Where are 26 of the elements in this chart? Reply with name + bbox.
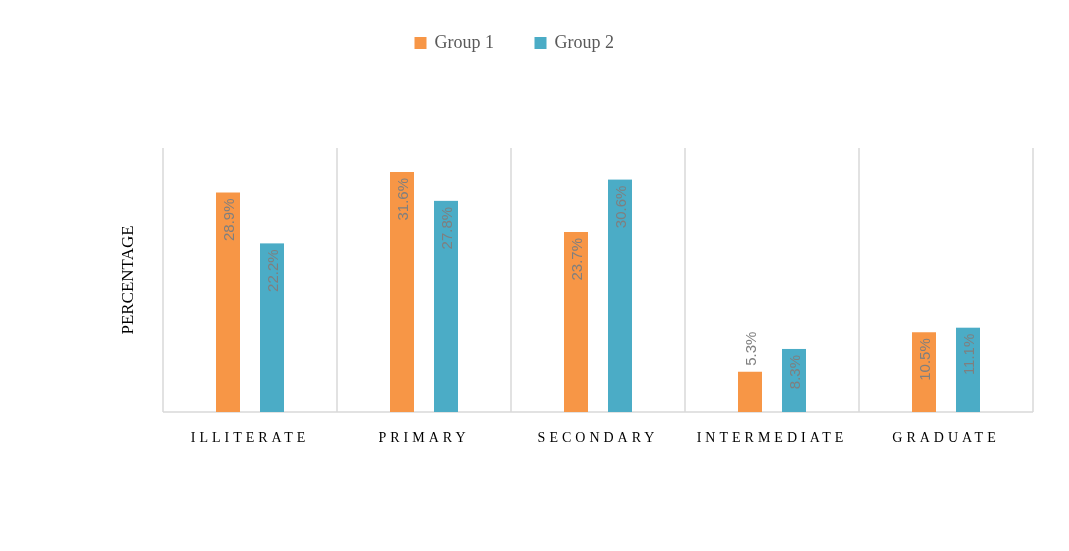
legend-label: Group 1 xyxy=(434,32,494,52)
data-label: 10.5% xyxy=(916,338,933,381)
bar xyxy=(956,327,980,412)
bar xyxy=(564,232,588,412)
bar xyxy=(434,200,458,412)
data-label: 23.7% xyxy=(568,238,585,281)
y-axis-title: PERCENTAGE xyxy=(118,225,137,335)
bar xyxy=(260,243,284,412)
data-label: 11.1% xyxy=(960,333,977,376)
bar xyxy=(738,371,762,412)
bar xyxy=(216,192,240,412)
x-tick-label: GRADUATE xyxy=(892,430,1000,445)
bar xyxy=(390,172,414,412)
data-label: 8.3% xyxy=(786,354,803,390)
x-tick-label: INTERMEDIATE xyxy=(696,430,848,445)
data-label: 22.2% xyxy=(264,249,281,292)
data-label: 5.3% xyxy=(742,331,759,366)
bar xyxy=(608,179,632,412)
x-tick-label: SECONDARY xyxy=(537,430,659,445)
legend-label: Group 2 xyxy=(554,32,614,52)
data-label: 27.8% xyxy=(438,206,455,250)
data-label: 31.6% xyxy=(394,178,411,221)
x-tick-label: ILLITERATE xyxy=(190,430,310,445)
data-label: 30.6% xyxy=(612,185,629,229)
data-label: 28.9% xyxy=(220,198,237,242)
x-tick-label: PRIMARY xyxy=(378,430,470,445)
